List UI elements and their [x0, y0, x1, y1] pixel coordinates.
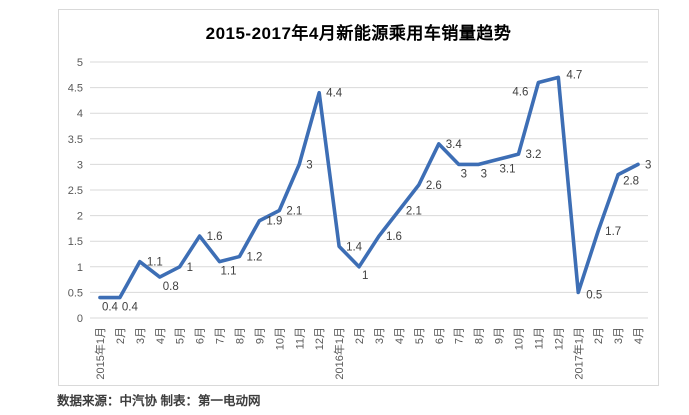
data-label: 2.1: [406, 205, 422, 217]
x-tick-label: 11月: [533, 327, 545, 349]
x-tick-label: 12月: [553, 327, 565, 350]
data-label: 0.8: [163, 281, 179, 293]
y-tick-label: 4: [77, 108, 83, 120]
data-label: 1.6: [207, 231, 223, 243]
chart-frame: 2015-2017年4月新能源乘用车销量趋势 0 0.5 1 1.5 2 2.5 3 3.5 4…: [58, 9, 659, 386]
data-label: 3.2: [525, 149, 541, 161]
data-label: 1.6: [386, 231, 402, 243]
x-tick-label: 12月: [314, 327, 326, 350]
x-tick-label: 2015年1月: [93, 327, 107, 380]
data-label: 0.4: [102, 302, 119, 314]
x-tick-label: 9月: [254, 327, 266, 344]
data-label: 3: [461, 168, 467, 180]
x-tick-label: 3月: [374, 327, 386, 344]
x-tick-label: 2月: [115, 327, 127, 344]
y-tick-label: 0.5: [68, 287, 83, 299]
data-label: 4.4: [326, 88, 343, 100]
data-label: 0.5: [586, 289, 602, 301]
x-tick-label: 9月: [494, 327, 506, 344]
data-label: 2.8: [623, 176, 639, 188]
x-tick-label: 5月: [175, 327, 187, 344]
y-tick-label: 4.5: [68, 83, 83, 95]
y-tick-label: 0: [77, 313, 83, 325]
data-label: 4.7: [566, 69, 582, 81]
data-label: 3: [306, 159, 312, 171]
x-tick-label: 10月: [513, 327, 525, 350]
chart-title: 2015-2017年4月新能源乘用车销量趋势: [205, 24, 512, 43]
y-tick-label: 3.5: [68, 134, 83, 146]
data-label: 2.6: [426, 180, 442, 192]
data-label: 1.2: [246, 252, 262, 264]
x-tick-label: 2016年1月: [332, 327, 346, 380]
data-label: 2.1: [286, 205, 302, 217]
data-label: 1: [362, 270, 368, 282]
data-label: 3: [645, 159, 651, 171]
x-tick-label: 2月: [593, 327, 605, 344]
data-label: 4.6: [512, 86, 528, 98]
x-tick-label: 11月: [294, 327, 306, 349]
y-tick-label: 2.5: [68, 185, 83, 197]
x-tick-label: 6月: [434, 327, 446, 344]
x-tick-label: 4月: [633, 327, 645, 344]
y-tick-label: 5: [77, 57, 83, 69]
line-chart-plot: 0 0.5 1 1.5 2 2.5 3 3.5 4 4.5 5 2015年1月 2月 3月 4月 5月 6月 7月…: [68, 57, 652, 380]
data-label: 3.4: [446, 139, 463, 151]
y-tick-label: 2: [77, 211, 83, 223]
data-label: 1.9: [266, 216, 282, 228]
y-tick-label: 3: [77, 159, 83, 171]
data-label: 1.1: [147, 257, 163, 269]
x-tick-label: 4月: [155, 327, 167, 344]
data-label: 0.4: [122, 302, 139, 314]
x-tick-label: 6月: [195, 327, 207, 344]
data-label: 1.7: [605, 226, 621, 238]
data-label: 3: [481, 168, 487, 180]
x-tick-label: 7月: [215, 327, 227, 344]
source-note: 数据来源：中汽协 制表：第一电动网: [57, 394, 261, 408]
x-tick-label: 4月: [394, 327, 406, 344]
x-tick-label: 8月: [474, 327, 486, 344]
x-tick-label: 3月: [613, 327, 625, 344]
data-label: 1.4: [346, 241, 363, 253]
x-tick-label: 7月: [454, 327, 466, 344]
series-line: [98, 75, 640, 300]
data-label: 1: [187, 262, 193, 274]
x-tick-label: 2月: [354, 327, 366, 344]
x-tick-label: 8月: [234, 327, 246, 344]
y-tick-label: 1: [77, 262, 83, 274]
x-tick-label: 5月: [414, 327, 426, 344]
data-label: 3.1: [500, 163, 516, 175]
x-tick-label: 10月: [274, 327, 286, 350]
data-label: 1.1: [221, 266, 237, 278]
y-tick-label: 1.5: [68, 236, 83, 248]
x-tick-label: 3月: [135, 327, 147, 344]
x-tick-label: 2017年1月: [571, 327, 585, 380]
